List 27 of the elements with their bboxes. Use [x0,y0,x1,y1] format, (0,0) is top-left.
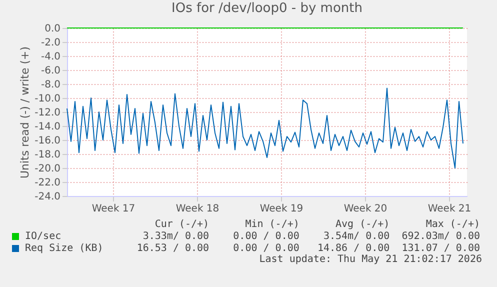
chart-title: IOs for /dev/loop0 - by month [172,1,362,16]
y-tick-label: -10.0 [34,94,60,104]
y-tick-label: -16.0 [34,136,60,146]
y-tick-label: -20.0 [34,164,60,174]
line-series [66,88,464,168]
text: 16.53 / 0.00 0.00 / 0.00 14.86 / 0.00 131.07 / 0.00 [136,242,480,254]
text: Cur (-/+) Min (-/+) Avg (-/+) Max (-/+) [154,218,480,230]
text: 3.33m/ 0.00 0.00 / 0.00 3.54m/ 0.00 692.03m/ 0.00 [142,230,480,242]
y-tick-label: -6.0 [40,66,60,76]
y-tick-label: -2.0 [40,38,60,48]
x-tick-label: Week 19 [260,204,304,214]
legend-label: Req Size (KB) [25,242,104,254]
text: Last update: Thu May 21 21:02:17 2026 [258,254,482,266]
y-tick-label: -12.0 [34,108,60,118]
x-tick-label: Week 17 [92,204,136,214]
legend-label: IO/sec [25,230,62,242]
y-tick-label: -24.0 [34,192,60,202]
y-tick-label: -4.0 [40,52,60,62]
y-tick-label: -14.0 [34,122,60,132]
x-tick-label: Week 18 [176,204,220,214]
y-axis-title: Units read (-) / write (+) [18,46,32,179]
y-tick-label: -22.0 [34,178,60,188]
x-tick-label: Week 21 [428,204,472,214]
y-tick-label: -8.0 [40,80,60,90]
x-tick-label: Week 20 [344,204,388,214]
y-tick-label: 0.0 [44,24,60,34]
y-tick-label: -18.0 [34,150,60,160]
